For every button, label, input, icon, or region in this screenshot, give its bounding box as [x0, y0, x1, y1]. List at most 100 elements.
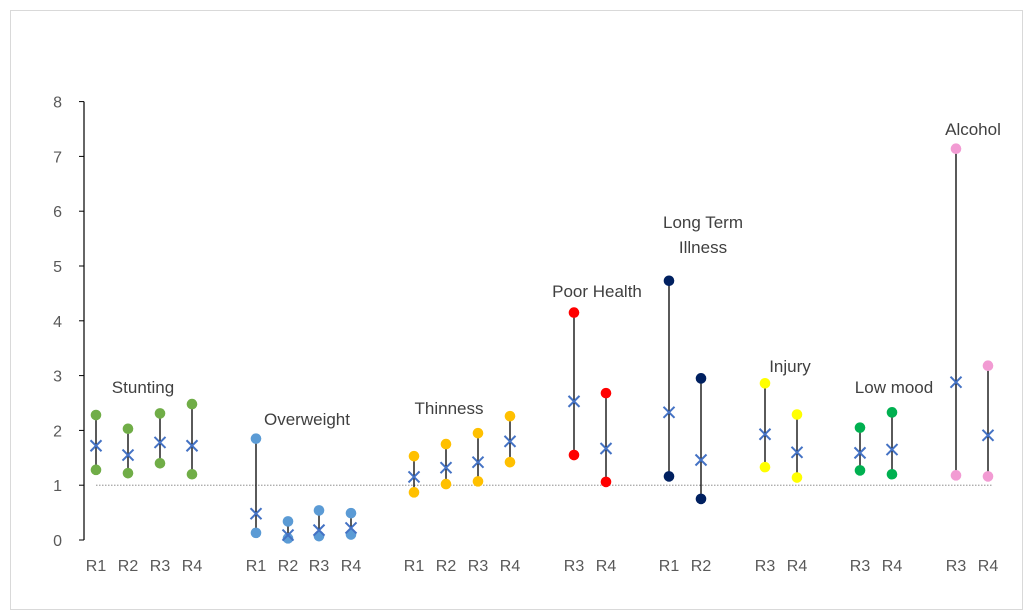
stunting-lower-point	[154, 457, 166, 469]
overweight-estimate-marker	[312, 523, 326, 537]
y-tick-label: 3	[53, 369, 62, 386]
group-label-thinness: Thinness	[415, 399, 484, 418]
group-label-alcohol: Alcohol	[945, 120, 1001, 139]
x-tick-label: R4	[182, 558, 203, 575]
y-tick-label: 8	[53, 95, 62, 112]
x-tick-label: R2	[118, 558, 139, 575]
stunting-estimate-marker	[121, 448, 135, 462]
overweight-lower-point	[282, 533, 294, 544]
overweight-estimate-marker	[344, 521, 358, 535]
chart-frame	[10, 10, 1023, 610]
low-mood-lower-point	[854, 465, 866, 476]
group-label-low-mood: Low mood	[855, 378, 933, 397]
x-tick-label: R2	[691, 558, 712, 575]
injury-lower-point	[791, 472, 803, 483]
alcohol-upper-point	[950, 143, 962, 155]
alcohol-lower-point	[950, 470, 962, 481]
x-tick-label: R2	[436, 558, 457, 575]
y-tick-label: 0	[53, 533, 62, 550]
x-tick-label: R1	[404, 558, 425, 575]
stunting-upper-point	[122, 423, 134, 435]
stunting-upper-point	[90, 409, 102, 421]
group-label-long-term-illness: Illness	[679, 238, 727, 257]
stunting-estimate-marker	[89, 439, 103, 452]
x-tick-label: R1	[86, 558, 107, 575]
y-tick-label: 6	[53, 204, 62, 221]
overweight-estimate-marker	[249, 507, 263, 520]
x-tick-label: R1	[659, 558, 680, 575]
x-tick-label: R3	[755, 558, 776, 575]
y-tick-label: 2	[53, 423, 62, 440]
x-tick-label: R2	[278, 558, 299, 575]
long-term-illness-estimate-marker	[694, 453, 708, 467]
injury-estimate-marker	[758, 428, 772, 441]
overweight-upper-point	[313, 505, 325, 516]
thinness-lower-point	[440, 478, 452, 490]
injury-estimate-marker	[790, 446, 804, 459]
thinness-lower-point	[408, 487, 420, 498]
x-tick-label: R4	[787, 558, 808, 575]
low-mood-upper-point	[886, 407, 898, 418]
low-mood-estimate-marker	[853, 446, 867, 460]
y-tick-label: 1	[53, 478, 62, 495]
x-tick-label: R3	[850, 558, 871, 575]
thinness-estimate-marker	[439, 461, 453, 474]
thinness-lower-point	[504, 456, 516, 468]
stunting-lower-point	[122, 467, 134, 479]
stunting-estimate-marker	[185, 439, 199, 452]
y-tick-label: 5	[53, 259, 62, 276]
x-tick-label: R4	[500, 558, 521, 575]
group-label-long-term-illness: Long Term	[663, 213, 743, 232]
long-term-illness-lower-point	[695, 493, 707, 505]
x-tick-label: R4	[882, 558, 903, 575]
injury-upper-point	[759, 377, 771, 389]
y-tick-label: 4	[53, 314, 62, 331]
poor-health-lower-point	[600, 476, 612, 488]
group-label-stunting: Stunting	[112, 378, 174, 397]
low-mood-estimate-marker	[885, 443, 899, 456]
injury-upper-point	[791, 409, 803, 420]
thinness-upper-point	[472, 427, 484, 439]
x-tick-label: R3	[150, 558, 171, 575]
overweight-upper-point	[250, 433, 262, 444]
y-tick-label: 7	[53, 149, 62, 166]
poor-health-estimate-marker	[599, 442, 613, 455]
thinness-upper-point	[504, 410, 516, 422]
thinness-lower-point	[472, 476, 484, 487]
x-tick-label: R1	[246, 558, 267, 575]
injury-lower-point	[759, 461, 771, 473]
x-tick-label: R4	[596, 558, 617, 575]
low-mood-upper-point	[854, 422, 866, 433]
stunting-lower-point	[186, 468, 198, 480]
overweight-upper-point	[282, 516, 294, 527]
poor-health-upper-point	[568, 307, 580, 318]
long-term-illness-upper-point	[663, 275, 675, 287]
x-tick-label: R4	[341, 558, 362, 575]
forest-chart: 0 1 2 3 4 5 6 7 8 R1 R2 R3 R4 Stunting R1 R2 R3 R4 Overwei…	[53, 95, 1001, 575]
alcohol-estimate-marker	[949, 375, 963, 389]
x-tick-label: R3	[946, 558, 967, 575]
stunting-lower-point	[90, 464, 102, 476]
poor-health-upper-point	[600, 387, 612, 399]
thinness-estimate-marker	[503, 435, 517, 448]
x-tick-label: R3	[564, 558, 585, 575]
alcohol-estimate-marker	[981, 429, 995, 442]
alcohol-upper-point	[982, 360, 994, 372]
thinness-estimate-marker	[471, 455, 485, 469]
thinness-upper-point	[408, 450, 420, 462]
low-mood-lower-point	[886, 468, 898, 480]
group-label-injury: Injury	[769, 357, 811, 376]
poor-health-lower-point	[568, 449, 580, 461]
long-term-illness-upper-point	[695, 373, 707, 384]
poor-health-estimate-marker	[567, 395, 581, 408]
thinness-upper-point	[440, 438, 452, 450]
stunting-upper-point	[154, 408, 166, 419]
thinness-estimate-marker	[407, 470, 421, 484]
long-term-illness-estimate-marker	[662, 406, 676, 419]
group-label-overweight: Overweight	[264, 410, 350, 429]
overweight-lower-point	[250, 527, 262, 539]
x-tick-label: R3	[468, 558, 489, 575]
overweight-estimate-marker	[281, 528, 295, 542]
long-term-illness-lower-point	[663, 471, 675, 482]
stunting-upper-point	[186, 398, 198, 410]
